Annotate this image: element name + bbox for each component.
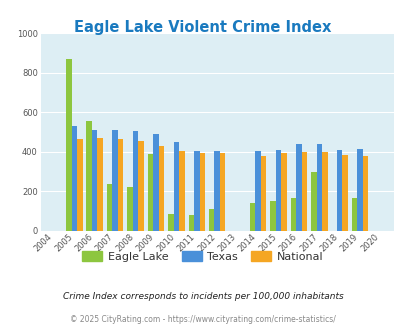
Bar <box>66 59 71 231</box>
Bar <box>147 154 153 231</box>
Bar <box>295 144 301 231</box>
Bar <box>301 152 307 231</box>
Bar <box>290 198 295 231</box>
Bar <box>321 152 327 231</box>
Bar <box>168 214 173 231</box>
Bar <box>112 130 117 231</box>
Bar <box>199 153 205 231</box>
Legend: Eagle Lake, Texas, National: Eagle Lake, Texas, National <box>78 247 327 267</box>
Bar <box>97 138 103 231</box>
Bar <box>351 198 356 231</box>
Bar <box>316 144 321 231</box>
Bar <box>249 203 255 231</box>
Bar <box>310 172 316 231</box>
Bar <box>336 150 342 231</box>
Bar <box>275 150 281 231</box>
Bar <box>356 149 362 231</box>
Bar <box>86 121 92 231</box>
Bar <box>260 156 266 231</box>
Bar <box>188 215 194 231</box>
Text: Crime Index corresponds to incidents per 100,000 inhabitants: Crime Index corresponds to incidents per… <box>62 292 343 301</box>
Bar <box>127 187 132 231</box>
Bar <box>92 130 97 231</box>
Bar <box>214 151 220 231</box>
Bar <box>107 184 112 231</box>
Bar <box>220 153 225 231</box>
Bar <box>270 201 275 231</box>
Bar <box>281 153 286 231</box>
Bar <box>362 156 367 231</box>
Bar <box>342 155 347 231</box>
Bar <box>132 131 138 231</box>
Bar <box>209 209 214 231</box>
Bar <box>71 126 77 231</box>
Bar <box>117 139 123 231</box>
Bar <box>138 141 143 231</box>
Bar <box>255 151 260 231</box>
Bar <box>173 142 179 231</box>
Bar <box>194 151 199 231</box>
Bar <box>158 146 164 231</box>
Bar <box>77 139 82 231</box>
Bar <box>179 151 184 231</box>
Bar <box>153 134 158 231</box>
Text: © 2025 CityRating.com - https://www.cityrating.com/crime-statistics/: © 2025 CityRating.com - https://www.city… <box>70 315 335 324</box>
Text: Eagle Lake Violent Crime Index: Eagle Lake Violent Crime Index <box>74 20 331 35</box>
